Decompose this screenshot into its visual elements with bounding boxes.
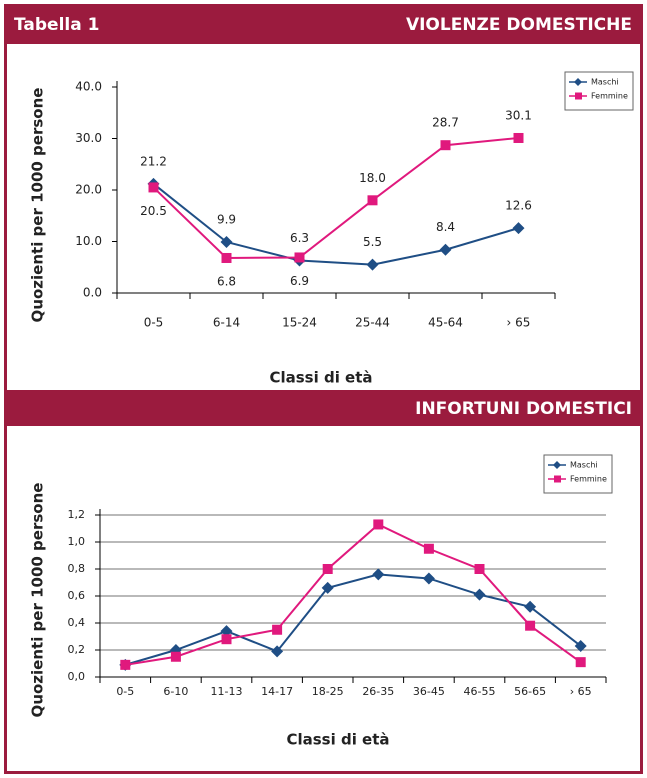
data-label: 30.1 bbox=[505, 108, 532, 122]
legend-label: Maschi bbox=[570, 461, 598, 470]
legend-marker bbox=[574, 78, 582, 86]
marker bbox=[221, 252, 232, 263]
y-tick-label: 1,2 bbox=[68, 508, 86, 521]
y-tick-label: 0,2 bbox=[68, 643, 86, 656]
x-tick-label: 6-14 bbox=[213, 316, 240, 330]
marker bbox=[321, 581, 334, 594]
marker bbox=[512, 222, 525, 235]
data-label: 28.7 bbox=[432, 116, 459, 130]
chart-title: INFORTUNI DOMESTICI bbox=[415, 399, 632, 419]
marker bbox=[271, 645, 284, 658]
marker bbox=[221, 634, 232, 645]
data-label: 8.4 bbox=[436, 220, 455, 234]
marker bbox=[474, 564, 485, 574]
y-tick-label: 0,8 bbox=[68, 562, 86, 575]
legend-label: Maschi bbox=[591, 78, 619, 87]
marker bbox=[120, 659, 131, 670]
data-label: 6.8 bbox=[217, 274, 236, 288]
x-tick-label: 0-5 bbox=[116, 685, 134, 698]
marker bbox=[367, 195, 378, 206]
header-bar bbox=[4, 4, 643, 44]
x-tick-label: 46-55 bbox=[464, 685, 496, 698]
legend-marker bbox=[554, 475, 561, 483]
marker bbox=[574, 639, 587, 652]
y-axis-title: Quozienti per 1000 persone bbox=[29, 483, 47, 718]
y-tick-label: 40.0 bbox=[75, 80, 102, 94]
x-tick-label: › 65 bbox=[507, 316, 531, 330]
legend-box bbox=[564, 71, 634, 111]
x-tick-label: 36-45 bbox=[413, 685, 445, 698]
legend-label: Femmine bbox=[591, 92, 628, 101]
marker bbox=[220, 625, 233, 638]
marker bbox=[575, 657, 586, 668]
legend-marker bbox=[553, 461, 561, 469]
marker bbox=[170, 651, 181, 662]
x-tick-label: 6-10 bbox=[163, 685, 188, 698]
marker bbox=[148, 182, 159, 193]
data-label: 5.5 bbox=[363, 235, 382, 249]
marker bbox=[272, 624, 283, 635]
legend-label: Femmine bbox=[570, 475, 607, 484]
x-tick-label: 18-25 bbox=[312, 685, 344, 698]
x-tick-label: › 65 bbox=[570, 685, 592, 698]
header-bar bbox=[4, 390, 643, 426]
series-line bbox=[152, 136, 519, 259]
series-line bbox=[125, 523, 582, 666]
legend-marker bbox=[575, 92, 582, 100]
y-tick-label: 30.0 bbox=[75, 131, 102, 145]
data-label: 12.6 bbox=[505, 199, 532, 213]
series-line bbox=[125, 573, 582, 666]
data-label: 9.9 bbox=[217, 213, 236, 227]
x-tick-label: 15-24 bbox=[282, 316, 317, 330]
x-tick-label: 56-65 bbox=[514, 685, 546, 698]
series-line bbox=[152, 183, 519, 266]
marker bbox=[440, 140, 451, 151]
marker bbox=[220, 236, 233, 249]
marker bbox=[322, 564, 333, 574]
x-axis-title: Classi di età bbox=[286, 731, 389, 749]
marker bbox=[525, 620, 536, 631]
x-tick-label: 25-44 bbox=[355, 316, 390, 330]
data-label: 21.2 bbox=[140, 154, 167, 168]
y-tick-label: 0,4 bbox=[68, 616, 86, 629]
x-tick-label: 45-64 bbox=[428, 316, 463, 330]
marker bbox=[513, 132, 524, 143]
data-label: 20.5 bbox=[140, 204, 167, 218]
y-tick-label: 0,6 bbox=[68, 589, 86, 602]
x-tick-label: 0-5 bbox=[144, 316, 164, 330]
y-tick-label: 20.0 bbox=[75, 183, 102, 197]
marker bbox=[423, 543, 434, 554]
marker bbox=[373, 519, 384, 530]
marker bbox=[422, 572, 435, 585]
chart-title: VIOLENZE DOMESTICHE bbox=[406, 15, 632, 35]
marker bbox=[439, 243, 452, 256]
legend-box bbox=[543, 454, 613, 494]
y-tick-label: 0,0 bbox=[68, 670, 86, 683]
marker bbox=[366, 258, 379, 271]
data-label: 6.9 bbox=[290, 274, 309, 288]
x-tick-label: 14-17 bbox=[261, 685, 293, 698]
marker bbox=[372, 568, 385, 581]
marker bbox=[473, 588, 486, 601]
y-tick-label: 10.0 bbox=[75, 234, 102, 248]
y-tick-label: 1,0 bbox=[68, 535, 86, 548]
data-label: 18.0 bbox=[359, 171, 386, 185]
table-label: Tabella 1 bbox=[14, 15, 99, 35]
y-axis-title: Quozienti per 1000 persone bbox=[29, 88, 47, 323]
data-label: 6.3 bbox=[290, 231, 309, 245]
x-tick-label: 11-13 bbox=[211, 685, 243, 698]
y-tick-label: 0.0 bbox=[83, 286, 102, 300]
marker bbox=[524, 600, 537, 613]
x-axis-title: Classi di età bbox=[269, 369, 372, 387]
x-tick-label: 26-35 bbox=[362, 685, 394, 698]
marker bbox=[294, 252, 305, 263]
frame bbox=[4, 4, 643, 774]
